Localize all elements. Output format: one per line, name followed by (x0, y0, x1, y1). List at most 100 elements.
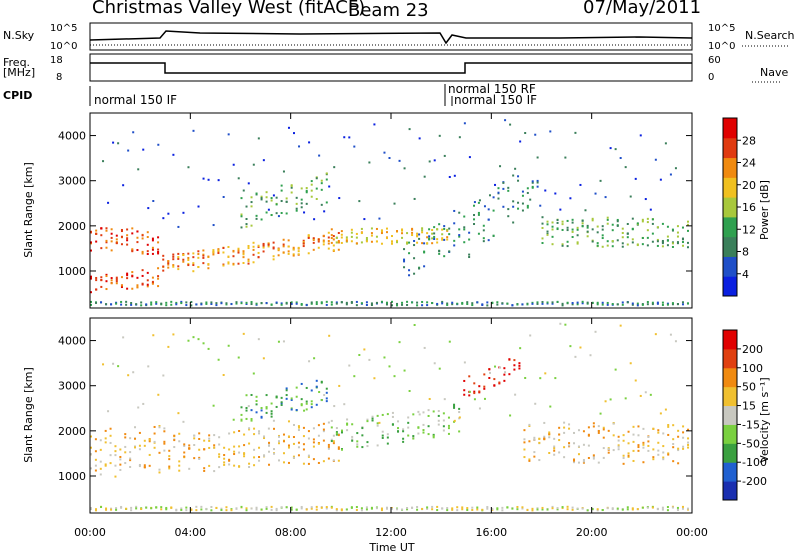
echo-cell (438, 134, 441, 137)
echo-cell (664, 408, 667, 411)
echo-cell (115, 234, 118, 237)
echo-cell (332, 244, 335, 247)
echo-cell (536, 302, 539, 305)
echo-cell (318, 391, 321, 394)
echo-cell (517, 179, 520, 182)
echo-cell (661, 241, 664, 244)
echo-cell (109, 462, 112, 465)
echo-cell (617, 448, 620, 451)
echo-cell (250, 205, 253, 208)
echo-cell (508, 358, 511, 361)
echo-cell (110, 277, 113, 280)
echo-cell (533, 451, 536, 454)
echo-cell (327, 443, 330, 446)
echo-cell (438, 367, 441, 370)
echo-cell (225, 506, 228, 509)
echo-cell (436, 238, 439, 241)
echo-cell (411, 234, 414, 237)
echo-cell (391, 423, 394, 426)
echo-cell (368, 358, 371, 361)
echo-cell (260, 218, 263, 221)
echo-cell (443, 238, 446, 241)
echo-cell (190, 300, 193, 303)
echo-cell (631, 508, 634, 511)
echo-cell (664, 142, 667, 145)
echo-cell (360, 509, 363, 512)
echo-cell (178, 469, 181, 472)
echo-cell (200, 505, 203, 508)
colorbar-segment (723, 137, 737, 159)
echo-cell (277, 254, 280, 257)
echo-cell (134, 446, 137, 449)
echo-cell (292, 455, 295, 458)
echo-cell (197, 265, 200, 268)
echo-cell (568, 423, 571, 426)
echo-cell (573, 458, 576, 461)
echo-cell (553, 447, 556, 450)
echo-cell (340, 431, 343, 434)
echo-cell (168, 455, 171, 458)
echo-cell (536, 301, 539, 304)
echo-cell (192, 336, 195, 339)
echo-cell (337, 231, 340, 234)
echo-cell (546, 230, 549, 233)
echo-cell (198, 457, 201, 460)
echo-cell (302, 435, 305, 438)
echo-cell (488, 368, 491, 371)
freq-right-tick-top: 60 (708, 55, 721, 66)
echo-cell (391, 235, 393, 238)
echo-cell (255, 217, 258, 220)
echo-cell (396, 304, 399, 307)
echo-cell (672, 446, 675, 449)
echo-cell (192, 129, 195, 132)
echo-cell (125, 300, 128, 303)
echo-cell (667, 433, 670, 436)
echo-cell (421, 304, 424, 307)
echo-cell (579, 346, 582, 349)
echo-cell (686, 223, 689, 226)
echo-cell (385, 506, 388, 509)
echo-cell (651, 240, 654, 243)
echo-cell (443, 398, 446, 401)
echo-cell (100, 505, 103, 508)
echo-cell (317, 434, 320, 437)
echo-cell (652, 458, 655, 461)
echo-cell (407, 434, 410, 437)
echo-cell (208, 464, 211, 467)
echo-cell (518, 364, 521, 367)
echo-cell (207, 263, 210, 266)
echo-cell (360, 302, 363, 305)
echo-cell (657, 449, 660, 452)
echo-cell (576, 226, 579, 229)
echo-cell (402, 437, 405, 440)
echo-cell (188, 447, 191, 450)
echo-cell (260, 508, 263, 511)
echo-cell (556, 508, 559, 511)
echo-cell (263, 435, 266, 438)
echo-cell (432, 436, 435, 439)
colorbar-tick-label: 100 (742, 362, 763, 375)
echo-cell (297, 253, 300, 256)
echo-cell (270, 303, 273, 306)
echo-cell (110, 240, 113, 243)
echo-cell (401, 228, 404, 231)
echo-cell (185, 301, 188, 304)
echo-cell (641, 218, 644, 221)
echo-cell (345, 508, 348, 511)
echo-cell (621, 303, 624, 306)
echo-cell (646, 303, 649, 306)
echo-cell (483, 397, 486, 400)
echo-cell (330, 419, 333, 422)
echo-cell (222, 195, 225, 198)
echo-cell (501, 302, 504, 305)
echo-cell (95, 509, 98, 512)
echo-cell (208, 439, 211, 442)
echo-cell (282, 251, 285, 254)
echo-cell (243, 452, 246, 455)
echo-cell (270, 410, 273, 413)
noise-right-tick-bottom: 10^0 (708, 41, 735, 52)
echo-cell (195, 505, 198, 508)
echo-cell (207, 178, 210, 181)
colorbar-tick-label: 4 (742, 268, 749, 281)
echo-cell (453, 405, 456, 408)
